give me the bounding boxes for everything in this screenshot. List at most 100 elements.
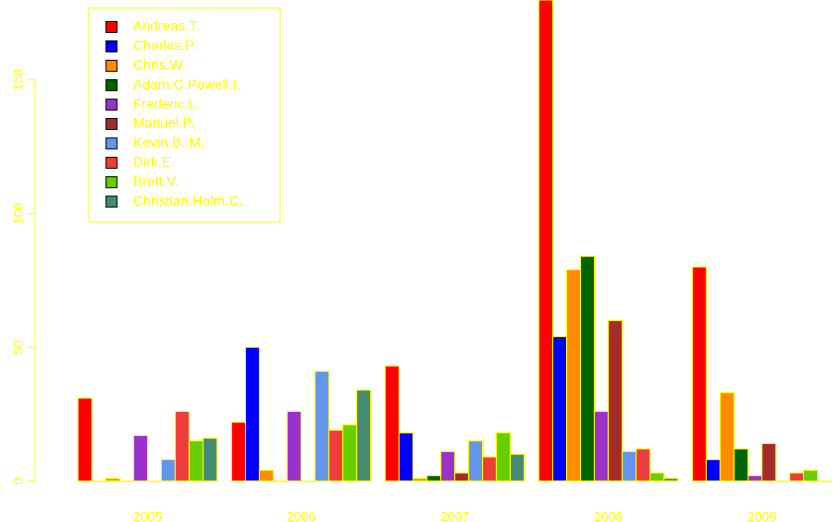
y-tick-label: 150 xyxy=(10,69,25,91)
bar-christian-holm-c--2006 xyxy=(356,389,372,482)
bar-dirk-e--2005 xyxy=(174,410,190,482)
bar-christian-holm-c--2009 xyxy=(817,480,832,483)
legend-item: Andreas.T. xyxy=(105,18,200,34)
bar-kevin-b-m--2008 xyxy=(621,451,637,482)
legend-item: Dirk.E. xyxy=(105,154,175,170)
bar-group-2007 xyxy=(384,365,525,482)
bar-chris-w--2006 xyxy=(258,469,274,482)
bar-frederic-l--2005 xyxy=(133,435,149,482)
legend-label: Adam.C.Powell.I. xyxy=(133,76,240,92)
bar-chris-w--2009 xyxy=(719,392,735,482)
legend-label: Frederic.L. xyxy=(133,95,200,111)
bar-charles-p--2008 xyxy=(552,336,568,482)
bar-adam-c-powell-i--2008 xyxy=(580,255,595,482)
bar-charles-p--2009 xyxy=(705,459,721,482)
bar-manuel-p--2008 xyxy=(607,320,623,482)
y-axis: 0 50 100 150 xyxy=(10,69,36,485)
legend-item: Charles.P. xyxy=(105,37,197,53)
legend-item: Kevin.B..M. xyxy=(105,134,205,150)
legend-item: Brett.V. xyxy=(105,173,178,189)
bar-andreas-t--2006 xyxy=(231,421,247,482)
bar-adam-c-powell-i--2006 xyxy=(272,480,288,483)
bar-manuel-p--2009 xyxy=(761,443,777,482)
bar-manuel-p--2005 xyxy=(147,480,162,483)
bar-brett-v--2005 xyxy=(188,440,204,482)
bar-kevin-b-m--2005 xyxy=(160,459,176,482)
bar-group-2009 xyxy=(691,266,832,483)
bar-group-2005 xyxy=(77,397,218,483)
x-tick-label: 2007 xyxy=(440,509,469,522)
legend: Andreas.T. Charles.P. Chris.W. Adam.C.Powel… xyxy=(88,7,281,223)
bar-dirk-e--2006 xyxy=(328,429,344,482)
legend-item: Chris.W. xyxy=(105,57,186,73)
legend-swatch xyxy=(105,40,118,53)
bar-chris-w--2008 xyxy=(566,269,581,482)
bar-chris-w--2005 xyxy=(105,477,121,482)
bar-christian-holm-c--2007 xyxy=(509,453,525,482)
bar-andreas-t--2005 xyxy=(77,397,93,482)
bar-brett-v--2006 xyxy=(342,424,358,482)
y-tick-label: 0 xyxy=(10,477,25,484)
legend-swatch xyxy=(105,156,118,169)
legend-swatch xyxy=(105,137,118,150)
bar-kevin-b-m--2006 xyxy=(314,370,330,482)
bar-frederic-l--2009 xyxy=(747,475,763,482)
x-axis-labels: 2005 2006 2007 2008 2009 xyxy=(133,509,776,522)
legend-swatch xyxy=(105,98,118,111)
bar-adam-c-powell-i--2009 xyxy=(733,448,749,482)
bar-group-2008 xyxy=(538,0,679,482)
legend-label: Chris.W. xyxy=(133,57,186,73)
x-tick-label: 2005 xyxy=(133,509,162,522)
bar-manuel-p--2007 xyxy=(454,472,470,482)
bar-dirk-e--2007 xyxy=(482,456,497,482)
legend-item: Adam.C.Powell.I. xyxy=(105,76,240,92)
legend-box xyxy=(88,7,281,223)
y-tick-label: 100 xyxy=(10,203,25,225)
bar-adam-c-powell-i--2007 xyxy=(426,475,442,482)
bar-chris-w--2007 xyxy=(412,477,428,482)
bar-kevin-b-m--2009 xyxy=(775,480,791,483)
x-tick-label: 2006 xyxy=(287,509,316,522)
legend-label: Brett.V. xyxy=(133,173,178,189)
legend-item: Manuel.P. xyxy=(105,115,194,131)
bar-andreas-t--2008 xyxy=(538,0,554,482)
bar-charles-p--2006 xyxy=(245,346,260,482)
bar-andreas-t--2009 xyxy=(691,266,707,482)
legend-label: Manuel.P. xyxy=(133,115,194,131)
legend-swatch xyxy=(105,176,118,189)
bar-brett-v--2007 xyxy=(495,432,511,482)
legend-label: Kevin.B..M. xyxy=(133,134,205,150)
legend-swatch xyxy=(105,118,118,130)
bar-christian-holm-c--2005 xyxy=(202,437,218,482)
x-tick-label: 2009 xyxy=(747,509,776,522)
legend-item: Christian.Holm.C. xyxy=(105,192,243,208)
bar-brett-v--2008 xyxy=(649,472,665,482)
legend-swatch xyxy=(105,79,118,92)
legend-label: Christian.Holm.C. xyxy=(133,192,243,208)
legend-swatch xyxy=(105,59,118,72)
bar-kevin-b-m--2007 xyxy=(468,440,484,482)
legend-swatch xyxy=(105,195,118,208)
bar-charles-p--2005 xyxy=(91,480,107,483)
bar-brett-v--2009 xyxy=(803,469,818,482)
legend-item: Frederic.L. xyxy=(105,95,200,111)
bar-andreas-t--2007 xyxy=(384,365,400,482)
bar-adam-c-powell-i--2005 xyxy=(119,480,135,483)
legend-swatch xyxy=(105,21,118,33)
x-tick-label: 2008 xyxy=(594,509,623,522)
bar-dirk-e--2008 xyxy=(635,448,651,482)
bar-groups xyxy=(77,0,832,483)
legend-label: Charles.P. xyxy=(133,37,197,53)
bar-dirk-e--2009 xyxy=(789,472,805,482)
bar-group-2006 xyxy=(231,346,372,483)
bar-manuel-p--2006 xyxy=(300,480,316,483)
bar-frederic-l--2007 xyxy=(440,451,456,482)
legend-label: Andreas.T. xyxy=(133,18,200,34)
bar-charles-p--2007 xyxy=(398,432,414,482)
y-tick-label: 50 xyxy=(10,340,25,354)
bar-frederic-l--2008 xyxy=(593,410,609,482)
bar-christian-holm-c--2008 xyxy=(663,477,679,482)
legend-label: Dirk.E. xyxy=(133,154,175,170)
bar-frederic-l--2006 xyxy=(286,410,302,482)
